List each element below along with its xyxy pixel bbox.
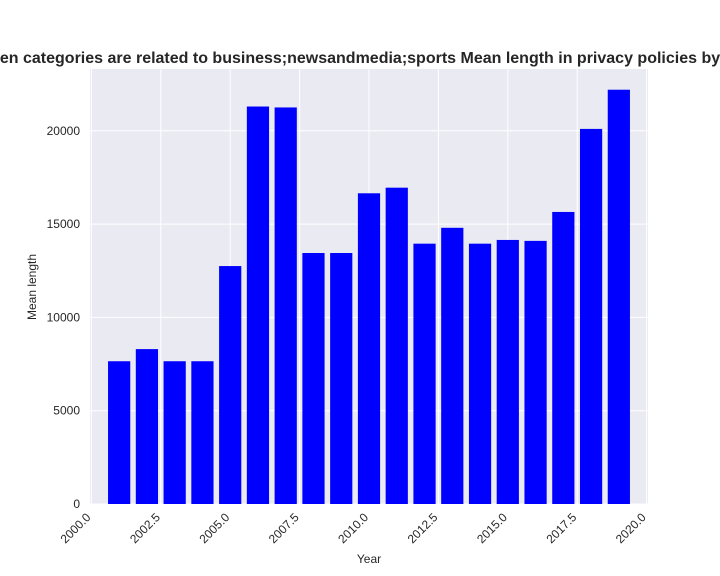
- x-axis: 2000.0 2002.5 2005.0 2007.5 2010.0 2012.5 2015…: [58, 510, 649, 546]
- y-tick-label: 20000: [47, 124, 81, 138]
- x-tick-label: 2015.0: [474, 510, 510, 546]
- y-tick-label: 0: [73, 497, 80, 511]
- bar-2002: [135, 349, 159, 504]
- bar-2016: [524, 240, 547, 504]
- bar-2014: [468, 243, 492, 504]
- y-tick-label: 15000: [47, 217, 81, 231]
- x-tick-label: 2010.0: [335, 510, 371, 546]
- bar-2018: [579, 128, 603, 504]
- x-axis-label: Year: [357, 552, 381, 566]
- bar-2006: [246, 106, 270, 505]
- bar-2013: [441, 227, 464, 505]
- bar-2010: [357, 193, 381, 505]
- x-tick-label: 2005.0: [196, 510, 232, 546]
- y-tick-label: 10000: [47, 310, 81, 324]
- chart-title: en categories are related to business;ne…: [0, 50, 720, 67]
- bar-2001: [108, 361, 131, 504]
- y-axis: 0 5000 10000 15000 20000: [47, 124, 81, 511]
- x-tick-label: 2020.0: [613, 510, 649, 546]
- y-tick-label: 5000: [53, 404, 80, 418]
- bar-2007: [274, 107, 297, 505]
- bar-2019: [607, 89, 630, 504]
- bar-2012: [413, 243, 436, 504]
- x-tick-label: 2012.5: [405, 510, 441, 546]
- bar-2011: [385, 187, 408, 504]
- bar-2004: [191, 361, 214, 504]
- x-tick-label: 2000.0: [58, 510, 94, 546]
- bar-2003: [163, 361, 186, 504]
- x-tick-label: 2017.5: [543, 510, 579, 546]
- x-tick-label: 2007.5: [266, 510, 302, 546]
- bar-2005: [219, 266, 242, 504]
- bar-2017: [552, 211, 575, 504]
- y-axis-label: Mean length: [25, 254, 39, 320]
- bar-2009: [330, 253, 353, 504]
- bars: [108, 89, 630, 505]
- bar-2008: [302, 253, 325, 504]
- bar-2015: [496, 239, 519, 504]
- x-tick-label: 2002.5: [127, 510, 163, 546]
